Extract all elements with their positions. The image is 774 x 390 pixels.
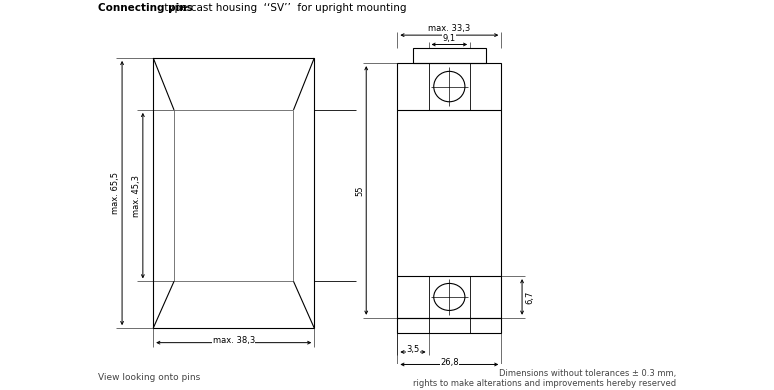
Text: max. 38,3: max. 38,3: [213, 336, 255, 345]
Text: Connecting pins: Connecting pins: [98, 3, 193, 13]
Text: Dimensions without tolerances ± 0.3 mm,: Dimensions without tolerances ± 0.3 mm,: [498, 369, 676, 378]
Bar: [397, 63, 502, 110]
Text: max. 33,3: max. 33,3: [428, 24, 471, 33]
Text: max. 45,3: max. 45,3: [132, 175, 141, 216]
Text: 26,8: 26,8: [440, 358, 459, 367]
Text: View looking onto pins: View looking onto pins: [98, 373, 200, 382]
Text: 3,5: 3,5: [406, 345, 420, 354]
Bar: [397, 318, 502, 333]
Text: max. 65,5: max. 65,5: [111, 172, 120, 214]
Bar: [397, 276, 502, 318]
Bar: [153, 58, 314, 328]
Text: 55: 55: [355, 185, 364, 196]
Text: rights to make alterations and improvements hereby reserved: rights to make alterations and improveme…: [413, 379, 676, 388]
Bar: [174, 110, 293, 281]
Text: 6,7: 6,7: [526, 290, 534, 304]
Bar: [413, 48, 486, 63]
Text: type cast housing  ‘‘SV’’  for upright mounting: type cast housing ‘‘SV’’ for upright mou…: [160, 3, 406, 13]
Text: 9,1: 9,1: [443, 34, 456, 43]
